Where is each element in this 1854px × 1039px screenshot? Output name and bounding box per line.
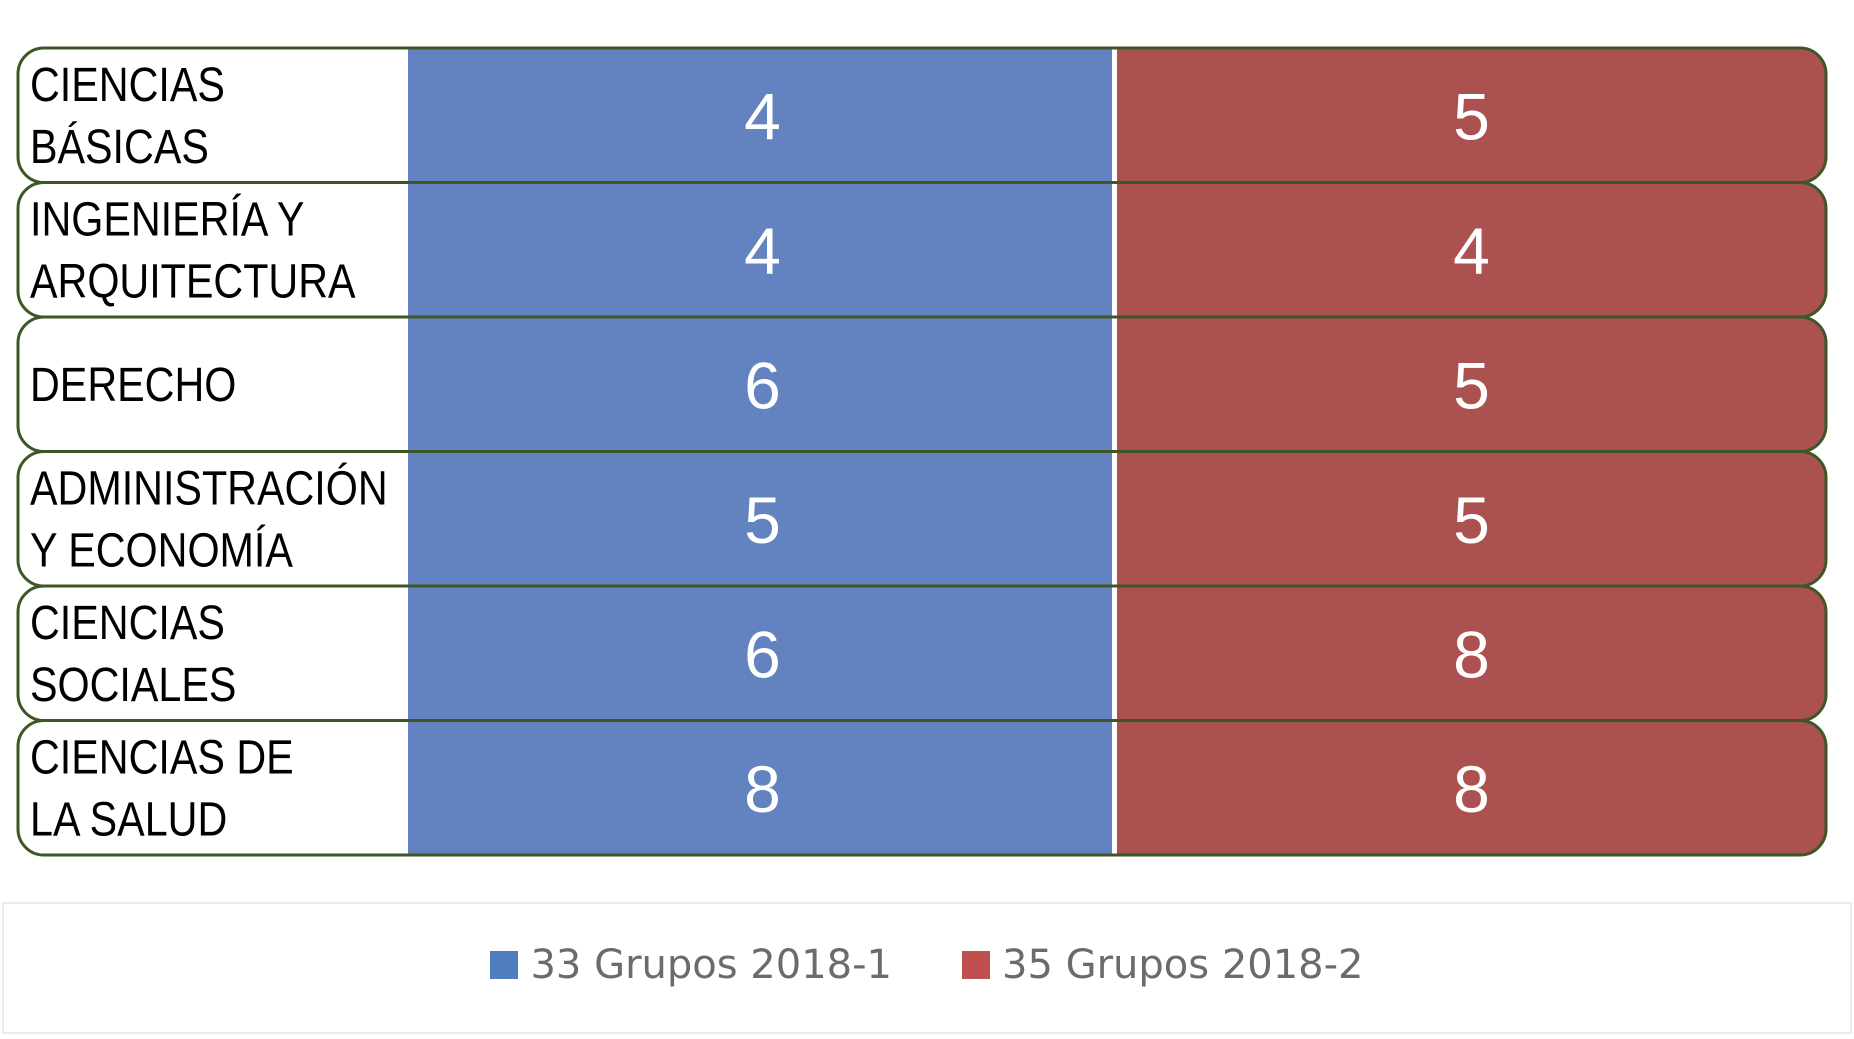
row-label-cell [18, 317, 408, 452]
legend-swatch-series-1 [490, 951, 519, 979]
legend-label-series-2: 35 Grupos 2018-2 [1002, 942, 1364, 988]
legend-label-series-1: 33 Grupos 2018-1 [530, 942, 892, 988]
data-label-series-2: 4 [1453, 214, 1490, 288]
legend: 33 Grupos 2018-1 35 Grupos 2018-2 [0, 935, 1854, 995]
data-label-series-1: 4 [744, 79, 781, 153]
legend-item-series-1: 33 Grupos 2018-1 [490, 942, 892, 988]
row-label-cell [18, 182, 408, 317]
column-divider [1112, 586, 1117, 721]
series-2-cell [1117, 451, 1826, 586]
row-label-line: ARQUITECTURA [30, 255, 356, 309]
series-1-cell [408, 317, 1117, 452]
row-label-cell [18, 586, 408, 721]
row-label-line: DERECHO [30, 358, 236, 412]
chart-svg: CIENCIAS BÁSICAS 4 5 INGENIERÍA Y ARQUITECTUR… [16, 46, 1828, 857]
data-label-series-1: 4 [744, 214, 781, 288]
data-label-series-1: 8 [744, 752, 781, 826]
table-row [18, 720, 1826, 855]
series-1-cell [408, 586, 1117, 721]
series-2-cell [1117, 182, 1826, 317]
table-row [18, 586, 1826, 721]
row-label-line: INGENIERÍA Y [30, 193, 304, 247]
column-divider [1112, 451, 1117, 586]
series-1-cell [408, 720, 1117, 855]
row-label-line: BÁSICAS [30, 120, 209, 174]
table-row [18, 317, 1826, 452]
series-2-cell [1117, 720, 1826, 855]
row-label-line: CIENCIAS [30, 58, 225, 112]
data-label-series-2: 5 [1453, 79, 1490, 153]
series-2-cell [1117, 317, 1826, 452]
row-label-line: LA SALUD [30, 793, 227, 847]
column-divider [1112, 182, 1117, 317]
row-label-line: ADMINISTRACIÓN [30, 462, 388, 516]
data-label-series-1: 6 [744, 348, 781, 422]
data-label-series-2: 8 [1453, 617, 1490, 691]
data-label-series-2: 5 [1453, 348, 1490, 422]
row-label-line: Y ECONOMÍA [30, 524, 293, 578]
series-2-cell [1117, 586, 1826, 721]
column-divider [1112, 48, 1117, 183]
data-label-series-2: 8 [1453, 752, 1490, 826]
data-label-series-1: 6 [744, 617, 781, 691]
data-label-series-1: 5 [744, 483, 781, 557]
row-label-cell [18, 720, 408, 855]
series-1-cell [408, 451, 1117, 586]
series-1-cell [408, 48, 1117, 183]
table-row [18, 182, 1826, 317]
series-1-cell [408, 182, 1117, 317]
table-row [18, 451, 1826, 586]
table-row [18, 48, 1826, 183]
legend-frame [2, 902, 1852, 1034]
row-label-line: SOCIALES [30, 658, 236, 712]
row-border [16, 719, 1828, 857]
legend-swatch-series-2 [962, 951, 990, 979]
data-label-series-2: 5 [1453, 483, 1490, 557]
row-label-cell [18, 451, 408, 586]
column-divider [1112, 317, 1117, 452]
row-label-line: CIENCIAS [30, 596, 225, 650]
row-label-cell [18, 48, 408, 183]
column-divider [1112, 720, 1117, 855]
legend-item-series-2: 35 Grupos 2018-2 [962, 942, 1364, 988]
series-2-cell [1117, 48, 1826, 183]
row-label-line: CIENCIAS DE [30, 731, 294, 785]
